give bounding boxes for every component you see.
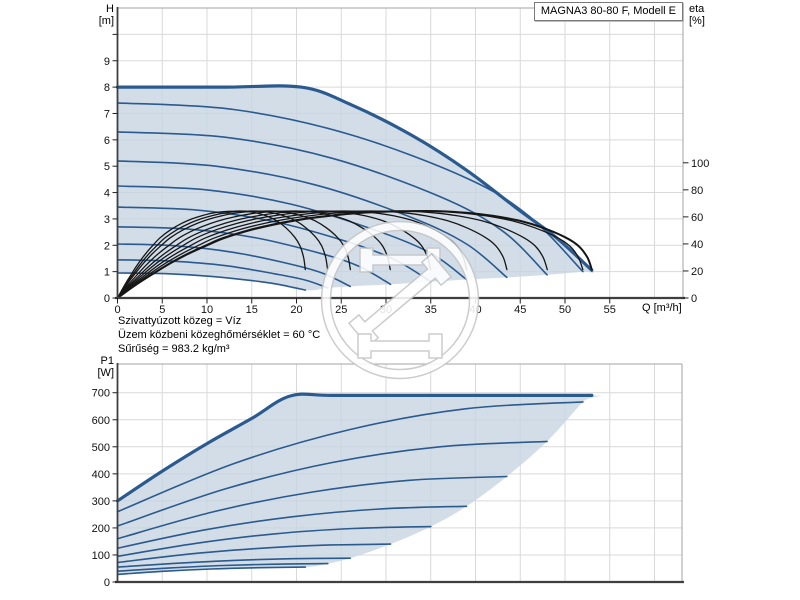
tick-label: 7 [104,108,110,120]
pump-head-curve [116,272,307,291]
power-curve [116,440,548,527]
efficiency-axis-unit: [%] [689,15,705,27]
tick-label: 20 [290,304,302,316]
tick-label: 500 [92,442,110,454]
tick-label: 700 [92,388,110,400]
tick-label: 0 [104,577,110,589]
power-curve [116,401,584,513]
tick-label: 200 [92,523,110,535]
tick-label: 2 [104,240,110,252]
tick-label: 3 [104,214,110,226]
tick-label: 55 [604,304,616,316]
tick-label: 20 [691,266,703,278]
tick-label: 35 [425,304,437,316]
condition-temperature: Üzem közbeni közeghőmérséklet = 60 °C [118,329,321,341]
efficiency-curve [116,210,352,299]
operating-conditions: Szivattyúzott közeg = Víz Üzem közbeni k… [118,314,320,356]
head-operating-envelope [117,85,594,291]
vendor-logo-watermark [320,220,480,380]
tick-label: 0 [691,293,697,305]
tick-label: 6 [104,135,110,147]
pump-head-curve [116,102,584,273]
tick-label: 5 [159,304,165,316]
power-curve [116,557,351,568]
head-axis-label: H [m] [84,3,114,27]
head-axis-symbol: H [106,3,114,15]
tick-label: 45 [514,304,526,316]
power-axis-symbol: P1 [100,355,114,367]
tick-label: 0 [114,304,120,316]
tick-label: 60 [691,212,703,224]
tick-label: 10 [201,304,213,316]
tick-label: 50 [559,304,571,316]
tick-label: 1 [104,267,110,279]
tick-label: 25 [335,304,347,316]
watermark-ring [321,221,479,379]
tick-label: 4 [104,188,110,200]
chart-title-box: MAGNA3 80-80 F, Modell E [533,2,683,21]
tick-label: 100 [691,158,709,170]
efficiency-axis-symbol: eta [689,3,705,15]
power-curve [116,505,468,549]
watermark-diagonal-beam-icon [347,252,453,348]
tick-label: 400 [92,469,110,481]
power-curve [116,543,392,564]
power-curve [116,525,432,558]
tick-label: 300 [92,496,110,508]
pump-head-curve [116,160,508,279]
efficiency-curve [116,210,584,299]
tick-label: 100 [92,550,110,562]
condition-medium: Szivattyúzott közeg = Víz [118,315,242,327]
efficiency-curve [116,210,548,299]
efficiency-curve [116,210,306,299]
flow-axis-label: Q [m³/h] [642,302,682,314]
tick-label: 15 [246,304,258,316]
watermark-bottom-beam-icon [357,333,443,359]
tick-label: 9 [104,56,110,68]
power-axis-unit: [W] [97,367,115,379]
tick-label: 80 [691,185,703,197]
power-curve [115,392,594,503]
watermark-ring-outline [329,229,471,371]
efficiency-axis-label: eta [%] [689,3,725,27]
tick-label: 0 [104,293,110,305]
tick-label: 40 [691,239,703,251]
power-curve [116,562,329,572]
pump-head-curve [116,131,548,276]
tick-label: 8 [104,82,110,94]
chart-title: MAGNA3 80-80 F, Modell E [540,5,676,17]
condition-density: Sűrűség = 983.2 kg/m³ [118,343,230,355]
watermark-ring-outline [320,220,480,380]
power-operating-envelope [117,394,603,575]
power-curve [116,566,307,576]
efficiency-curve [116,210,329,299]
tick-label: 600 [92,415,110,427]
pump-head-curve [116,259,329,289]
power-axis-label: P1 [W] [84,355,115,379]
tick-label: 5 [104,161,110,173]
power-curve [116,475,508,540]
head-axis-unit: [m] [98,15,114,27]
